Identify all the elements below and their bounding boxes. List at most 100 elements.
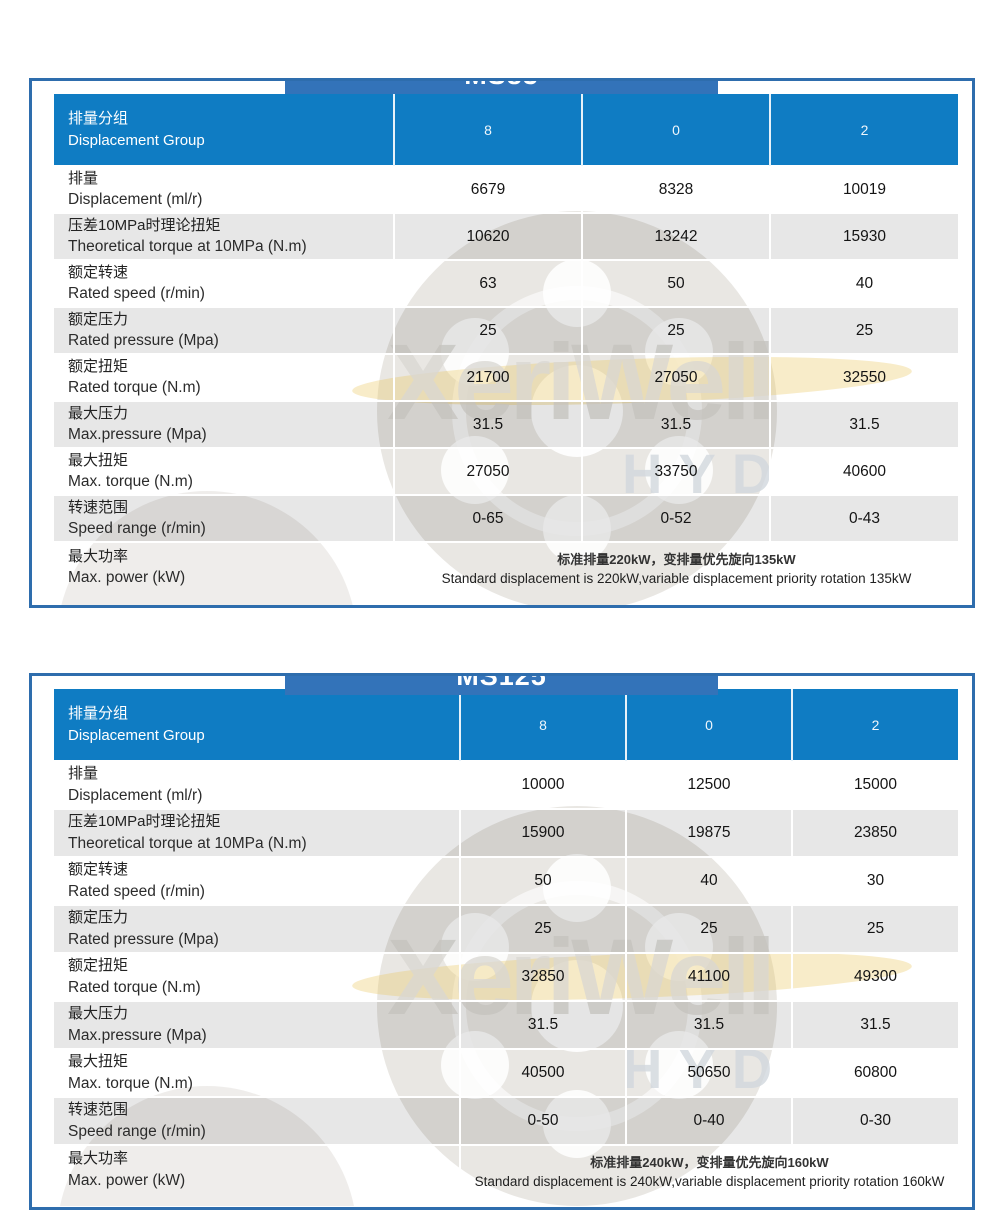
spec-value: 0-40	[625, 1096, 792, 1145]
spec-row: 额定压力 Rated pressure (Mpa) 25 25 25	[54, 904, 958, 953]
row-label-zh: 压差10MPa时理论扭矩	[68, 813, 221, 831]
row-label: 最大功率 Max. power (kW)	[54, 541, 394, 592]
max-power-row: 最大功率 Max. power (kW) 标准排量240kW，变排量优先旋向160k…	[54, 1144, 958, 1194]
spec-row: 压差10MPa时理论扭矩 Theoretical torque at 10MPa …	[54, 212, 958, 260]
row-label-zh: 最大功率	[68, 1150, 129, 1168]
row-label-en: Max. power (kW)	[68, 1171, 186, 1189]
row-label: 额定扭矩 Rated torque (N.m)	[54, 952, 460, 1001]
group-column-header: 8	[393, 94, 582, 166]
header-label-zh: 排量分组	[68, 109, 129, 127]
row-label-en: Rated speed (r/min)	[68, 882, 205, 900]
group-column-header: 0	[625, 689, 792, 761]
note-en: Standard displacement is 240kW,variable …	[474, 1173, 945, 1189]
row-label-zh: 额定扭矩	[68, 957, 129, 975]
row-label-zh: 排量	[68, 765, 99, 783]
spec-row: 转速范围 Speed range (r/min) 0-50 0-40 0-30	[54, 1096, 958, 1145]
row-label-zh: 最大扭矩	[68, 1053, 129, 1071]
spec-row: 最大扭矩 Max. torque (N.m) 27050 33750 40600	[54, 447, 958, 495]
header-label-en: Displacement Group	[68, 727, 205, 745]
spec-table: 排量分组 Displacement Group 8 0 2 排量 Displacement …	[54, 689, 958, 1194]
row-label-zh: 最大功率	[68, 547, 129, 565]
row-label-zh: 最大压力	[68, 404, 129, 422]
row-label: 排量 Displacement (ml/r)	[54, 165, 394, 213]
spec-value: 50	[459, 856, 626, 905]
row-label-en: Rated torque (N.m)	[68, 978, 201, 996]
row-label-en: Displacement (ml/r)	[68, 786, 203, 804]
row-label-en: Rated pressure (Mpa)	[68, 930, 219, 948]
spec-value: 10620	[393, 212, 582, 260]
spec-value: 15900	[459, 808, 626, 857]
ms125-spec-table-block: MS125 XeriWell HYD 排量分组 Displacement Grou…	[29, 673, 975, 1210]
row-label: 最大压力 Max.pressure (Mpa)	[54, 1000, 460, 1049]
spec-value: 25	[791, 904, 958, 953]
table-title: MS125	[456, 673, 547, 691]
spec-value: 30	[791, 856, 958, 905]
spec-value: 31.5	[393, 400, 582, 448]
spec-value: 31.5	[459, 1000, 626, 1049]
spec-value: 0-30	[791, 1096, 958, 1145]
spec-value: 60800	[791, 1048, 958, 1097]
spec-value: 32550	[769, 353, 958, 401]
spec-value: 41100	[625, 952, 792, 1001]
spec-value: 63	[393, 259, 582, 307]
row-label-zh: 压差10MPa时理论扭矩	[68, 216, 221, 234]
spec-value: 31.5	[625, 1000, 792, 1049]
spec-row: 排量 Displacement (ml/r) 6679 8328 10019	[54, 165, 958, 213]
table-title: MS83	[464, 81, 539, 91]
spec-value: 40	[769, 259, 958, 307]
row-label-en: Rated torque (N.m)	[68, 379, 201, 397]
row-label: 最大扭矩 Max. torque (N.m)	[54, 1048, 460, 1097]
spec-row: 最大扭矩 Max. torque (N.m) 40500 50650 60800	[54, 1048, 958, 1097]
row-label-en: Theoretical torque at 10MPa (N.m)	[68, 834, 307, 852]
row-label-zh: 额定压力	[68, 310, 129, 328]
max-power-row: 最大功率 Max. power (kW) 标准排量220kW，变排量优先旋向135k…	[54, 541, 958, 592]
spec-value: 31.5	[769, 400, 958, 448]
row-label: 额定转速 Rated speed (r/min)	[54, 856, 460, 905]
group-column-header: 0	[581, 94, 770, 166]
spec-value: 25	[393, 306, 582, 354]
spec-value: 40	[625, 856, 792, 905]
spec-value: 25	[769, 306, 958, 354]
spec-value: 21700	[393, 353, 582, 401]
table-title-tab: MS83	[285, 81, 718, 94]
row-label: 额定压力 Rated pressure (Mpa)	[54, 306, 394, 354]
table-title-tab: MS125	[285, 673, 718, 695]
row-label-en: Max. torque (N.m)	[68, 1074, 193, 1092]
spec-value: 31.5	[581, 400, 770, 448]
row-label-en: Max.pressure (Mpa)	[68, 426, 207, 444]
row-label: 转速范围 Speed range (r/min)	[54, 494, 394, 542]
spec-value: 0-65	[393, 494, 582, 542]
spec-row: 最大压力 Max.pressure (Mpa) 31.5 31.5 31.5	[54, 400, 958, 448]
spec-value: 19875	[625, 808, 792, 857]
spec-row: 额定压力 Rated pressure (Mpa) 25 25 25	[54, 306, 958, 354]
row-label-en: Rated speed (r/min)	[68, 285, 205, 303]
row-label-zh: 额定转速	[68, 861, 129, 879]
spec-value: 15000	[791, 760, 958, 809]
spec-value: 49300	[791, 952, 958, 1001]
spec-value: 0-50	[459, 1096, 626, 1145]
row-label: 额定压力 Rated pressure (Mpa)	[54, 904, 460, 953]
displacement-group-header: 排量分组 Displacement Group	[54, 689, 460, 761]
row-label-en: Displacement (ml/r)	[68, 191, 203, 209]
table-header-row: 排量分组 Displacement Group 8 0 2	[54, 94, 958, 166]
note-zh: 标准排量240kW，变排量优先旋向160kW	[590, 1154, 829, 1170]
spec-value: 32850	[459, 952, 626, 1001]
row-label: 最大扭矩 Max. torque (N.m)	[54, 447, 394, 495]
row-label: 压差10MPa时理论扭矩 Theoretical torque at 10MPa …	[54, 212, 394, 260]
spec-value: 25	[581, 306, 770, 354]
row-label: 最大功率 Max. power (kW)	[54, 1144, 460, 1194]
max-power-note: 标准排量240kW，变排量优先旋向160kW Standard displacem…	[459, 1144, 958, 1194]
spec-value: 8328	[581, 165, 770, 213]
row-label: 额定转速 Rated speed (r/min)	[54, 259, 394, 307]
spec-value: 40600	[769, 447, 958, 495]
spec-value: 0-52	[581, 494, 770, 542]
row-label-en: Max. torque (N.m)	[68, 473, 193, 491]
group-column-header: 2	[791, 689, 958, 761]
spec-value: 25	[625, 904, 792, 953]
header-label-zh: 排量分组	[68, 704, 129, 722]
row-label-en: Max. power (kW)	[68, 569, 186, 587]
row-label: 排量 Displacement (ml/r)	[54, 760, 460, 809]
spec-value: 15930	[769, 212, 958, 260]
